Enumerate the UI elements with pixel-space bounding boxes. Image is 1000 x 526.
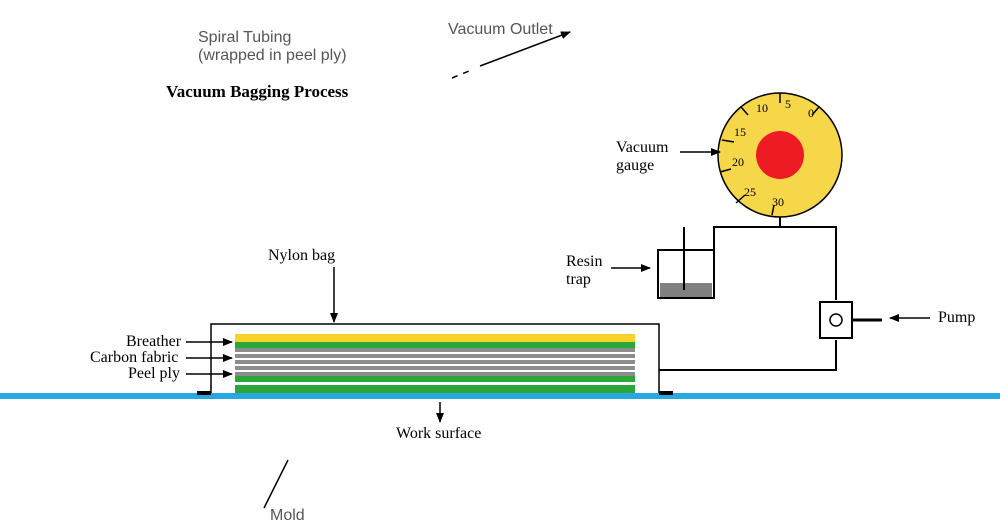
- spiral-tubing-label-2: (wrapped in peel ply): [198, 46, 347, 65]
- layer-fabric-3: [235, 360, 635, 364]
- pump-label: Pump: [938, 308, 975, 327]
- bag-seal-right: [659, 391, 673, 395]
- layer-fabric-2: [235, 354, 635, 358]
- tubing-segment-2: [659, 340, 836, 370]
- diagram-canvas: 0 5 10 15 20 25 30: [0, 0, 1000, 526]
- gauge-tick-label-10: 10: [756, 101, 768, 115]
- mold-label: Mold: [270, 506, 305, 525]
- layer-fabric-4: [235, 366, 635, 370]
- vacuum-outlet-label: Vacuum Outlet: [448, 20, 553, 39]
- gauge-tick-label-30: 30: [772, 195, 784, 209]
- spiral-tubing-label-1: Spiral Tubing: [198, 28, 291, 47]
- mold-slash: [264, 460, 288, 508]
- layer-fabric-1: [235, 348, 635, 352]
- resin-trap-label-2: trap: [566, 270, 591, 289]
- vacuum-gauge-label-1: Vacuum: [616, 138, 668, 157]
- gauge-tick-label-20: 20: [732, 155, 744, 169]
- resin-trap-label-1: Resin: [566, 252, 602, 271]
- diagram-title: Vacuum Bagging Process: [166, 82, 348, 102]
- gauge-tick-label-25: 25: [744, 185, 756, 199]
- layer-peelply-green-2: [235, 385, 635, 393]
- layer-fabric-gap-2: [235, 358, 635, 360]
- gauge-tick-label-15: 15: [734, 125, 746, 139]
- gauge-tick-label-0: 0: [808, 106, 814, 120]
- work-surface-label: Work surface: [396, 424, 481, 443]
- layer-fabric-5: [235, 372, 635, 376]
- resin-trap-liquid: [660, 283, 712, 297]
- peel-ply-label: Peel ply: [128, 364, 180, 383]
- layer-fabric-gap-1: [235, 352, 635, 354]
- layer-fabric-gap-3: [235, 364, 635, 366]
- layer-peelply-white: [235, 382, 635, 385]
- nylon-bag-label: Nylon bag: [268, 246, 335, 265]
- tubing-segment-1: [714, 227, 780, 250]
- arrow-vacuum-outlet-dash: [452, 69, 474, 78]
- bag-seal-left: [197, 391, 211, 395]
- gauge-tick-label-5: 5: [785, 97, 791, 111]
- pump-hub: [830, 314, 842, 326]
- vacuum-gauge-label-2: gauge: [616, 156, 654, 175]
- work-surface-bar: [0, 393, 1000, 399]
- tubing-segment-0: [780, 217, 836, 300]
- layer-breather-green: [235, 342, 635, 348]
- layer-fabric-gap-4: [235, 370, 635, 372]
- vacuum-gauge-center: [756, 131, 804, 179]
- layer-breather-top: [235, 334, 635, 342]
- layer-peelply-green-1: [235, 376, 635, 382]
